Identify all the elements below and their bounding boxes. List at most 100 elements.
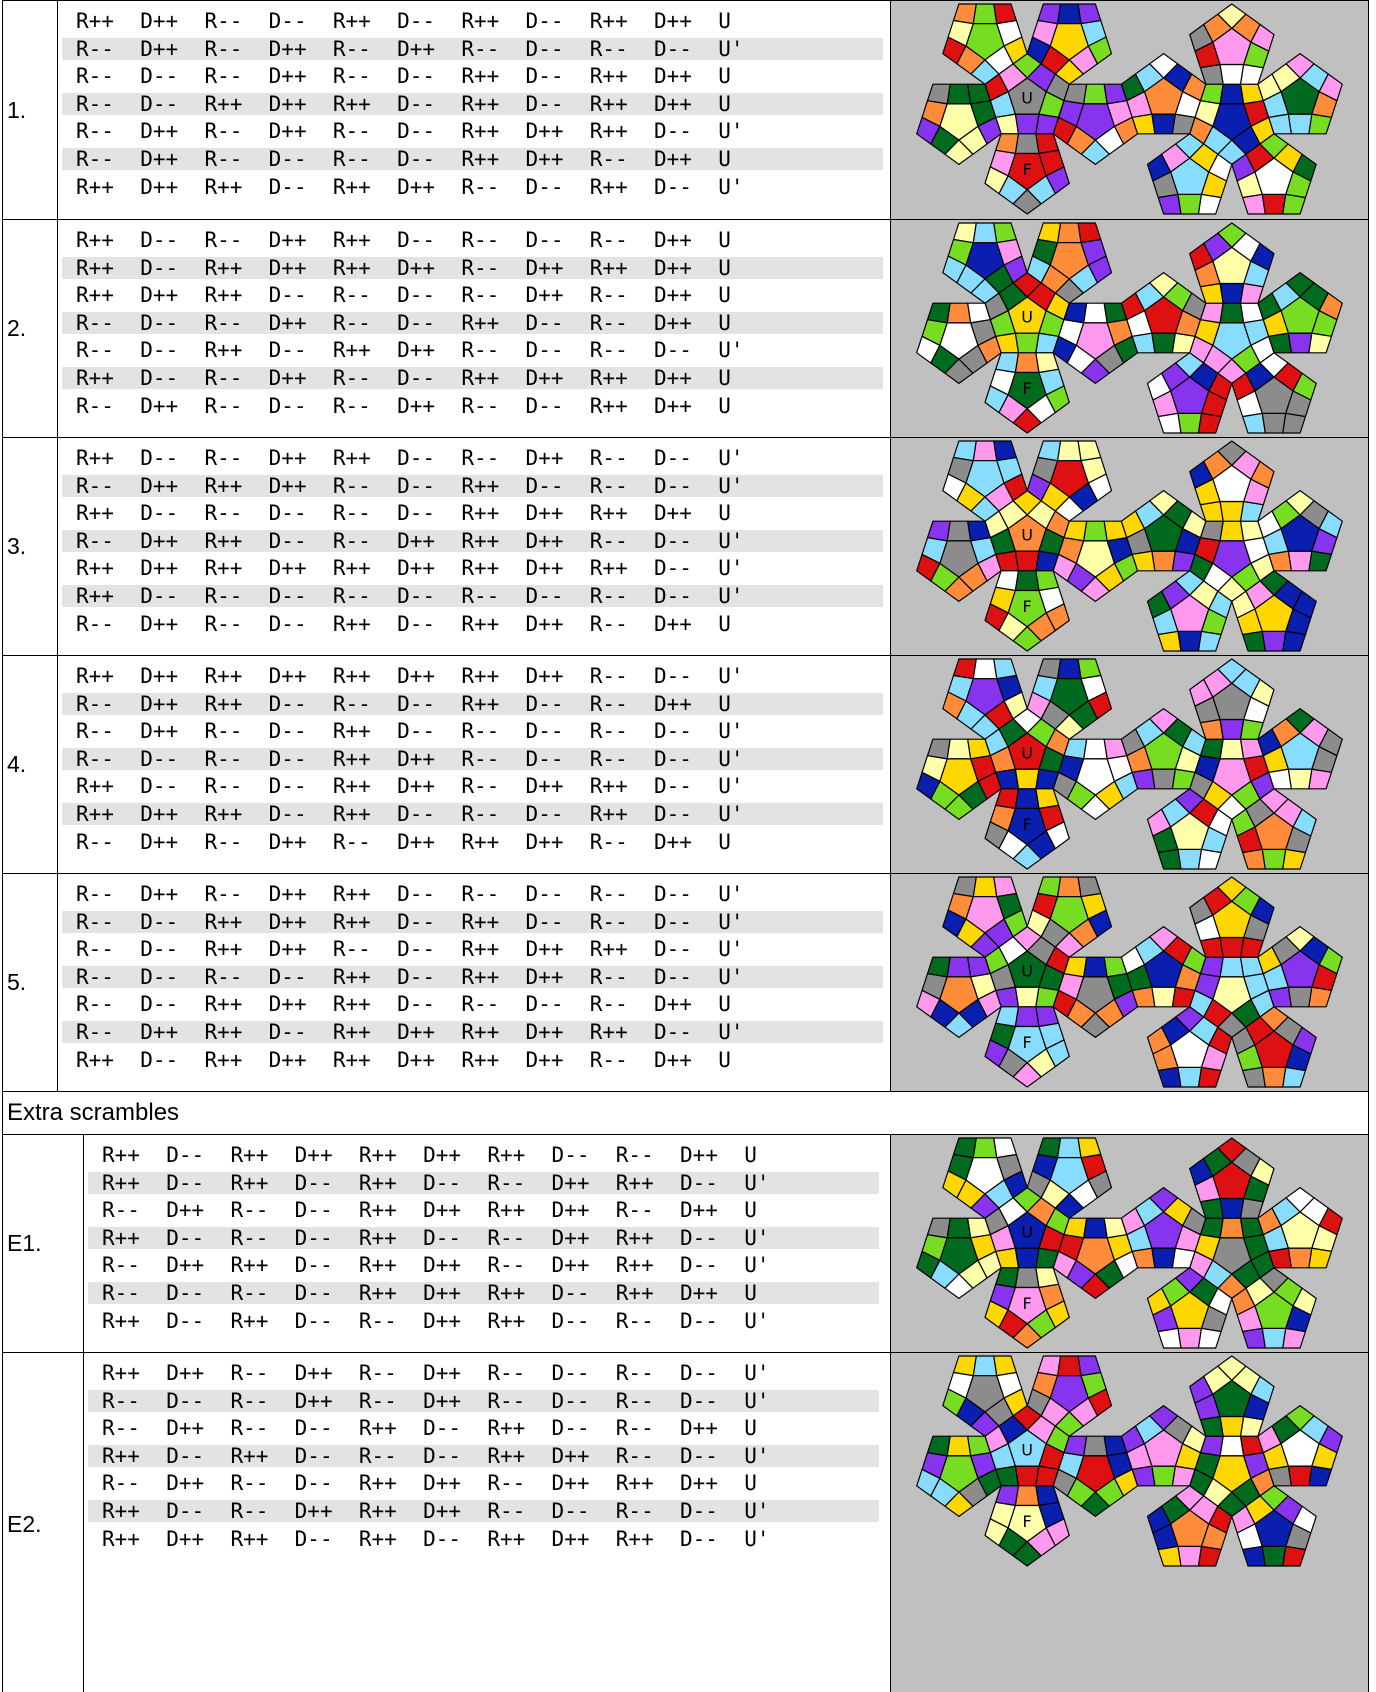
sticker	[1151, 986, 1176, 1008]
sticker	[1014, 352, 1040, 374]
scramble-line: R-- D++ R-- D-- R++ D-- R++ D++ R-- D++ …	[76, 611, 731, 636]
sticker	[1287, 768, 1313, 790]
scramble-line: R-- D-- R-- D-- R++ D-- R++ D++ R-- D-- …	[62, 965, 883, 988]
scramble-line: R-- D-- R++ D++ R++ D-- R++ D-- R++ D++ …	[62, 92, 883, 115]
scramble-line: R++ D-- R++ D++ R++ D++ R++ D-- R-- D++ …	[102, 1143, 757, 1167]
scramble-line: R++ D++ R++ D++ R++ D++ R++ D++ R-- D-- …	[76, 664, 744, 688]
scramble-line: R-- D++ R-- D++ R-- D-- R++ D++ R++ D-- …	[76, 119, 744, 144]
sticker	[1007, 1429, 1047, 1467]
sticker	[1254, 1030, 1294, 1068]
sticker	[1261, 1545, 1287, 1567]
sticker	[946, 956, 972, 978]
scramble-line: R-- D++ R-- D-- R++ D++ R-- D++ R++ D++ …	[102, 1471, 757, 1496]
scramble-line: R++ D++ R++ D++ R++ D++ R++ D++ R++ D-- …	[76, 556, 744, 581]
scramble-line: R++ D++ R-- D-- R++ D-- R++ D-- R++ D++ …	[76, 9, 731, 33]
megaminx-net: UF	[916, 222, 1343, 434]
scramble-line: R-- D-- R++ D++ R++ D-- R++ D-- R-- D-- …	[62, 910, 883, 933]
sticker	[939, 976, 979, 1014]
sticker	[939, 103, 979, 141]
scramble-line: R++ D-- R++ D++ R++ D++ R++ D++ R-- D++ …	[76, 1047, 731, 1072]
sticker	[1049, 1157, 1089, 1195]
sticker	[1014, 113, 1040, 135]
sticker	[965, 23, 1005, 61]
sticker	[1170, 376, 1210, 414]
sticker	[1049, 242, 1089, 280]
sticker	[1177, 412, 1202, 434]
sticker	[1219, 956, 1245, 978]
scramble-line: R++ D++ R++ D-- R++ D-- R++ D++ R++ D-- …	[102, 1526, 770, 1551]
sticker	[1144, 950, 1184, 988]
scramble-line: R-- D++ R-- D-- R++ D++ R++ D++ R-- D++ …	[102, 1198, 757, 1223]
sticker	[1219, 520, 1245, 542]
scramble-line: R++ D++ R++ D-- R-- D-- R-- D++ R-- D++ …	[76, 283, 731, 308]
scramble-line: R++ D-- R++ D++ R++ D++ R-- D++ R++ D++ …	[62, 256, 883, 279]
megaminx-net: UF	[916, 3, 1343, 215]
row-number: 5.	[3, 874, 58, 1091]
row-number: 2.	[3, 220, 58, 437]
scramble-line: R-- D-- R-- D-- R++ D++ R++ D-- R++ D++ …	[88, 1282, 879, 1304]
face-label: F	[1023, 815, 1032, 834]
sticker	[1280, 732, 1320, 770]
sticker	[1014, 986, 1040, 1008]
scramble-line: R++ D-- R-- D-- R++ D-- R-- D++ R++ D-- …	[88, 1226, 879, 1249]
sticker	[1151, 1247, 1176, 1269]
sticker	[1177, 1327, 1202, 1349]
face-label: U	[1021, 307, 1033, 326]
sticker	[1212, 103, 1252, 141]
sticker	[1170, 157, 1210, 195]
megaminx-net: UF	[916, 440, 1343, 652]
scramble-line: R++ D-- R-- D++ R++ D-- R-- D-- R-- D++ …	[76, 228, 731, 252]
sticker	[1075, 1455, 1115, 1493]
sticker	[1057, 1137, 1082, 1159]
scramble-line: R++ D-- R-- D++ R++ D++ R-- D-- R-- D-- …	[88, 1500, 879, 1522]
sticker	[939, 1237, 979, 1275]
sticker	[1144, 1429, 1184, 1467]
scramble-line: R-- D++ R++ D-- R++ D++ R++ D++ R++ D-- …	[62, 1021, 883, 1043]
sticker	[1219, 738, 1245, 760]
sticker	[1007, 589, 1047, 628]
sticker	[1254, 594, 1294, 632]
sticker	[1212, 246, 1252, 285]
sticker	[1170, 1509, 1210, 1547]
sticker	[946, 738, 972, 760]
sticker	[1007, 296, 1047, 334]
sticker	[1177, 1545, 1202, 1567]
sticker	[1219, 1197, 1245, 1219]
sticker	[1177, 1066, 1202, 1088]
scramble-line: R++ D-- R++ D-- R-- D++ R++ D-- R-- D-- …	[102, 1308, 770, 1333]
sticker	[1177, 193, 1202, 215]
sticker	[1057, 1355, 1082, 1377]
sticker	[1212, 758, 1252, 796]
sticker	[1007, 77, 1047, 115]
scramble-line: R-- D++ R-- D-- R++ D-- R++ D-- R-- D++ …	[102, 1416, 757, 1441]
sticker	[1057, 876, 1082, 898]
sticker	[1144, 732, 1184, 770]
scramble-line: R++ D-- R-- D-- R-- D-- R-- D-- R-- D-- …	[62, 585, 883, 607]
sticker	[1007, 1025, 1047, 1064]
sticker	[1151, 550, 1176, 572]
sticker	[1287, 986, 1313, 1008]
sticker	[1144, 77, 1184, 115]
sticker	[1007, 807, 1047, 846]
scramble-line: R-- D++ R-- D++ R-- D++ R-- D-- R-- D-- …	[62, 37, 883, 60]
megaminx-net: UF	[916, 658, 1343, 870]
sticker	[939, 540, 979, 578]
sticker	[1014, 1465, 1040, 1487]
sticker	[1170, 1291, 1210, 1329]
sticker	[946, 1435, 972, 1457]
sticker	[1151, 1465, 1176, 1487]
sticker	[1014, 1485, 1040, 1507]
sticker	[1287, 1465, 1313, 1487]
scramble-line: R-- D++ R-- D-- R-- D++ R-- D-- R++ D++ …	[76, 393, 731, 418]
sticker	[1261, 412, 1287, 434]
row-number: 3.	[3, 438, 58, 655]
scramble-line: R-- D++ R++ D-- R++ D++ R-- D++ R++ D-- …	[102, 1253, 770, 1278]
sticker	[1014, 550, 1040, 572]
sticker	[1007, 950, 1047, 988]
scramble-row: E2. R++ D++ R-- D++ R-- D++ R-- D-- R-- D…	[2, 1352, 1369, 1692]
sticker	[1219, 1217, 1245, 1239]
face-label: U	[1021, 1440, 1033, 1459]
sticker	[1219, 282, 1245, 304]
sticker	[1287, 550, 1313, 572]
